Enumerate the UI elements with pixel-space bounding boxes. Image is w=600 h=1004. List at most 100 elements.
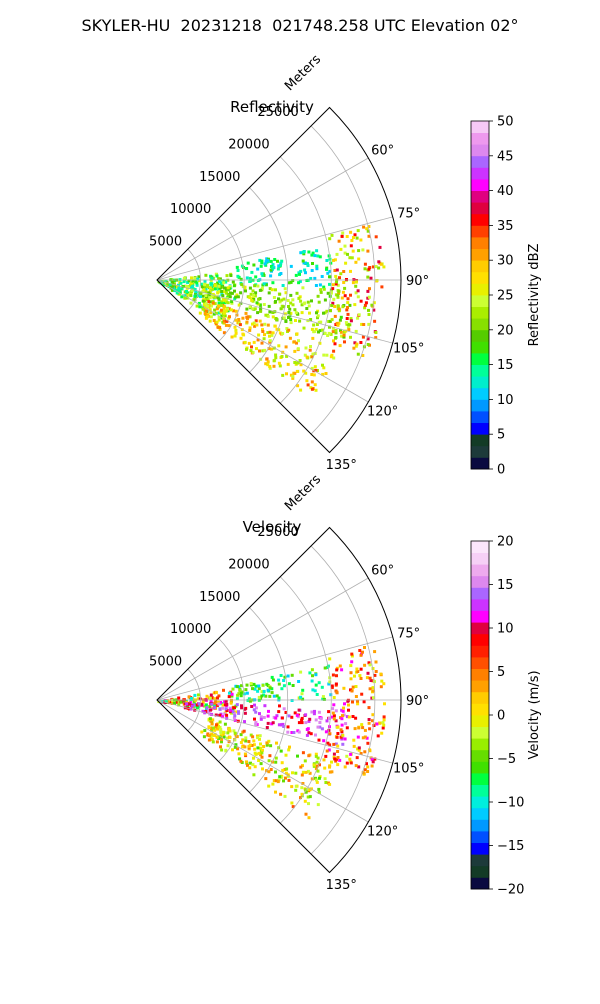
echo-cell bbox=[367, 721, 371, 725]
echo-cell bbox=[280, 298, 284, 302]
echo-cell bbox=[335, 321, 339, 325]
echo-cell bbox=[265, 741, 269, 745]
echo-cell bbox=[340, 334, 343, 338]
azimuth-gridline bbox=[156, 699, 393, 764]
echo-cell bbox=[363, 750, 367, 754]
colorbar-tick-label: −10 bbox=[497, 796, 524, 811]
colorbar-swatch bbox=[471, 680, 489, 693]
echo-cell bbox=[263, 322, 267, 326]
echo-cell bbox=[224, 300, 228, 304]
echo-cell bbox=[216, 291, 220, 295]
echo-cell bbox=[304, 721, 308, 725]
echo-cell bbox=[213, 732, 217, 736]
echo-cell bbox=[220, 748, 224, 752]
echo-cell bbox=[304, 713, 308, 717]
azimuth-tick-label: 60° bbox=[371, 144, 394, 159]
colorbar-swatch bbox=[471, 541, 489, 553]
echo-cell bbox=[258, 712, 261, 716]
colorbar-swatch bbox=[471, 657, 489, 669]
echo-cell bbox=[367, 267, 371, 271]
echo-cell bbox=[215, 704, 219, 708]
echo-cell bbox=[335, 674, 338, 678]
colorbar-swatch bbox=[471, 329, 489, 342]
echo-cell bbox=[351, 700, 354, 704]
echo-cell bbox=[321, 372, 325, 376]
echo-cell bbox=[283, 287, 287, 291]
echo-cell bbox=[319, 288, 323, 292]
echo-cell bbox=[211, 726, 215, 730]
echo-cell bbox=[286, 773, 290, 777]
echo-cell bbox=[345, 726, 349, 730]
echo-cell bbox=[184, 284, 188, 288]
echo-cell bbox=[345, 715, 349, 719]
echo-cell bbox=[213, 287, 217, 291]
echo-cell bbox=[208, 696, 212, 700]
echo-cell bbox=[275, 318, 279, 322]
echo-cell bbox=[253, 307, 257, 311]
echo-cell bbox=[346, 306, 349, 309]
echo-cell bbox=[331, 673, 335, 677]
echo-cell bbox=[227, 695, 231, 699]
echo-cell bbox=[187, 285, 190, 289]
echo-cell bbox=[223, 305, 227, 309]
echo-cell bbox=[341, 231, 345, 235]
echo-cell bbox=[256, 736, 260, 740]
echo-cell bbox=[241, 285, 245, 289]
echo-cell bbox=[277, 723, 281, 727]
echo-cell bbox=[273, 324, 277, 328]
echo-cell bbox=[224, 749, 228, 753]
echo-cell bbox=[382, 718, 386, 722]
echo-cell bbox=[331, 330, 335, 334]
echo-cell bbox=[349, 761, 353, 765]
echo-cell bbox=[222, 281, 226, 285]
echo-cell bbox=[329, 309, 332, 313]
echo-cell bbox=[258, 737, 261, 741]
echo-cell bbox=[262, 693, 266, 697]
colorbar-tick-label: 5 bbox=[497, 428, 505, 443]
echo-cell bbox=[361, 354, 365, 357]
echo-cell bbox=[258, 349, 261, 353]
echo-cell bbox=[299, 388, 303, 392]
echo-cell bbox=[219, 308, 223, 312]
echo-cell bbox=[280, 687, 284, 691]
echo-cell bbox=[239, 291, 243, 295]
echo-cell bbox=[253, 717, 256, 721]
echo-cell bbox=[213, 697, 217, 701]
echo-cell bbox=[268, 694, 272, 698]
echo-cell bbox=[345, 317, 349, 320]
echo-cell bbox=[312, 323, 316, 327]
echo-cell bbox=[368, 727, 372, 731]
echo-cell bbox=[261, 748, 264, 752]
echo-cell bbox=[260, 751, 264, 755]
echo-cell bbox=[221, 715, 225, 719]
echo-cell bbox=[163, 281, 167, 285]
echo-cell bbox=[275, 694, 279, 698]
echo-cell bbox=[378, 245, 382, 249]
echo-cell bbox=[355, 667, 359, 671]
echo-cell bbox=[353, 674, 356, 678]
echo-cell bbox=[379, 262, 383, 266]
echo-cell bbox=[356, 316, 360, 320]
echo-cell bbox=[297, 680, 301, 683]
echo-cell bbox=[224, 707, 228, 711]
echo-cell bbox=[356, 670, 360, 673]
colorbar-swatch bbox=[471, 179, 489, 191]
echo-cell bbox=[370, 764, 374, 768]
echo-cell bbox=[261, 330, 265, 333]
echo-cell bbox=[359, 341, 363, 344]
echo-cell bbox=[240, 704, 243, 708]
echo-cell bbox=[213, 706, 217, 710]
echo-cell bbox=[209, 282, 213, 286]
echo-cell bbox=[356, 352, 360, 356]
echo-cell bbox=[165, 283, 169, 287]
echo-cell bbox=[329, 332, 333, 336]
echo-cell bbox=[291, 684, 295, 687]
echo-cell bbox=[328, 319, 332, 323]
echo-cell bbox=[315, 249, 319, 253]
echo-cell bbox=[230, 692, 234, 696]
echo-cell bbox=[265, 726, 269, 729]
echo-cell bbox=[347, 328, 351, 332]
echo-cell bbox=[315, 264, 319, 268]
echo-cell bbox=[225, 291, 228, 295]
echo-cell bbox=[315, 780, 319, 784]
